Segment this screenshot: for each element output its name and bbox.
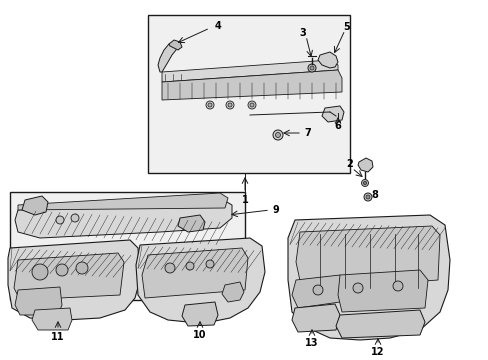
Bar — [148, 15, 349, 173]
Text: 3: 3 — [299, 28, 306, 38]
Circle shape — [207, 103, 212, 107]
Circle shape — [352, 283, 362, 293]
Circle shape — [363, 193, 371, 201]
Circle shape — [56, 264, 68, 276]
Circle shape — [363, 181, 366, 184]
Text: 2: 2 — [346, 159, 353, 169]
Circle shape — [164, 263, 175, 273]
Polygon shape — [162, 60, 337, 82]
Polygon shape — [178, 215, 204, 232]
Text: 11: 11 — [51, 332, 64, 342]
Polygon shape — [169, 40, 182, 50]
Text: 7: 7 — [304, 128, 311, 138]
Polygon shape — [291, 304, 339, 332]
Polygon shape — [158, 43, 178, 72]
Text: 9: 9 — [272, 205, 279, 215]
Text: 5: 5 — [343, 22, 350, 32]
Circle shape — [76, 262, 88, 274]
Circle shape — [249, 103, 253, 107]
Polygon shape — [18, 193, 227, 210]
Polygon shape — [182, 302, 218, 326]
Polygon shape — [295, 226, 439, 290]
Polygon shape — [15, 287, 62, 315]
Circle shape — [225, 101, 234, 109]
Circle shape — [275, 132, 280, 138]
Circle shape — [309, 66, 313, 70]
Text: 4: 4 — [214, 21, 221, 31]
Circle shape — [205, 260, 214, 268]
Circle shape — [392, 281, 402, 291]
Polygon shape — [14, 253, 124, 300]
Text: 8: 8 — [371, 190, 378, 200]
Text: 12: 12 — [370, 347, 384, 357]
Circle shape — [361, 180, 368, 186]
Polygon shape — [287, 215, 449, 340]
Circle shape — [56, 216, 64, 224]
Polygon shape — [317, 52, 337, 68]
Circle shape — [227, 103, 231, 107]
Polygon shape — [321, 106, 343, 122]
Bar — [10, 192, 244, 300]
Text: 1: 1 — [241, 195, 248, 205]
Polygon shape — [357, 158, 372, 172]
Text: 13: 13 — [305, 338, 318, 348]
Circle shape — [307, 64, 315, 72]
Circle shape — [247, 101, 256, 109]
Polygon shape — [22, 196, 48, 215]
Polygon shape — [291, 275, 345, 308]
Polygon shape — [136, 238, 264, 322]
Polygon shape — [162, 70, 341, 100]
Polygon shape — [15, 198, 231, 238]
Circle shape — [71, 214, 79, 222]
Polygon shape — [8, 240, 140, 320]
Polygon shape — [335, 310, 424, 338]
Text: 6: 6 — [334, 121, 341, 131]
Circle shape — [32, 264, 48, 280]
Circle shape — [312, 285, 323, 295]
Circle shape — [272, 130, 283, 140]
Polygon shape — [32, 308, 72, 330]
Circle shape — [185, 262, 194, 270]
Polygon shape — [142, 248, 247, 298]
Circle shape — [365, 195, 369, 199]
Polygon shape — [337, 270, 427, 312]
Polygon shape — [222, 282, 244, 302]
Text: 10: 10 — [193, 330, 206, 340]
Circle shape — [205, 101, 214, 109]
